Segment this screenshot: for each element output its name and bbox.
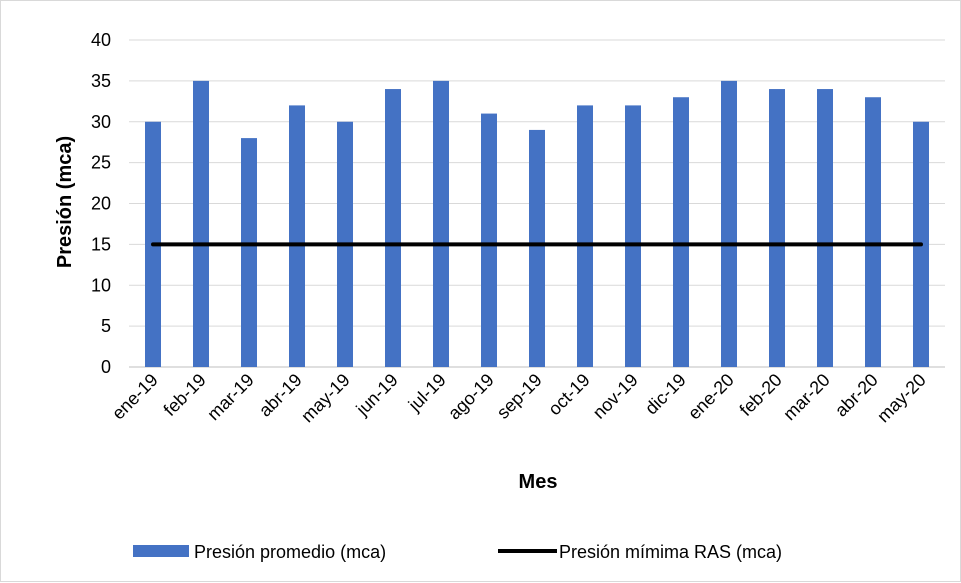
y-tick-label: 25 — [91, 153, 111, 173]
bar — [289, 105, 305, 368]
x-tick-label: ene-20 — [684, 370, 738, 424]
x-tick-label: oct-19 — [544, 370, 594, 420]
bar — [865, 97, 881, 367]
legend-bar-label: Presión promedio (mca) — [194, 542, 386, 562]
x-tick-label: ene-19 — [108, 370, 162, 424]
x-tick-label: mar-20 — [779, 370, 833, 424]
bar — [817, 89, 833, 368]
x-tick-label: may-20 — [873, 370, 930, 427]
bar — [193, 80, 209, 367]
bar — [721, 80, 737, 367]
x-tick-label: may-19 — [297, 370, 354, 427]
y-tick-label: 20 — [91, 194, 111, 214]
x-tick-label: feb-20 — [736, 370, 786, 420]
x-tick-label: jun-19 — [352, 370, 402, 420]
x-tick-label: feb-19 — [160, 370, 210, 420]
bar-series — [145, 80, 929, 368]
x-axis-title: Mes — [519, 471, 558, 493]
x-tick-label: dic-19 — [641, 370, 690, 419]
bar — [673, 97, 689, 367]
x-tick-label: jul-19 — [404, 370, 450, 416]
x-tick-label: nov-19 — [589, 370, 642, 423]
bar — [241, 138, 257, 367]
y-tick-label: 5 — [101, 316, 111, 336]
x-tick-label: ago-19 — [444, 370, 498, 424]
y-tick-label: 15 — [91, 234, 111, 254]
bar — [577, 105, 593, 368]
legend: Presión promedio (mca) Presión mímima RA… — [133, 542, 782, 562]
bar — [769, 89, 785, 368]
y-axis-ticks: 0 5 10 15 20 25 30 35 40 — [91, 30, 111, 377]
y-axis-title: Presión (mca) — [54, 136, 76, 268]
y-tick-label: 30 — [91, 112, 111, 132]
bar — [481, 113, 497, 367]
x-tick-label: mar-19 — [203, 370, 257, 424]
legend-bar-swatch — [133, 545, 189, 557]
y-tick-label: 0 — [101, 357, 111, 377]
y-tick-label: 35 — [91, 71, 111, 91]
bar — [529, 129, 545, 367]
bar — [625, 105, 641, 368]
bar — [385, 89, 401, 368]
y-tick-label: 10 — [91, 275, 111, 295]
bar — [433, 80, 449, 367]
x-tick-label: sep-19 — [493, 370, 546, 423]
legend-line-label: Presión mímima RAS (mca) — [559, 542, 782, 562]
y-tick-label: 40 — [91, 30, 111, 50]
